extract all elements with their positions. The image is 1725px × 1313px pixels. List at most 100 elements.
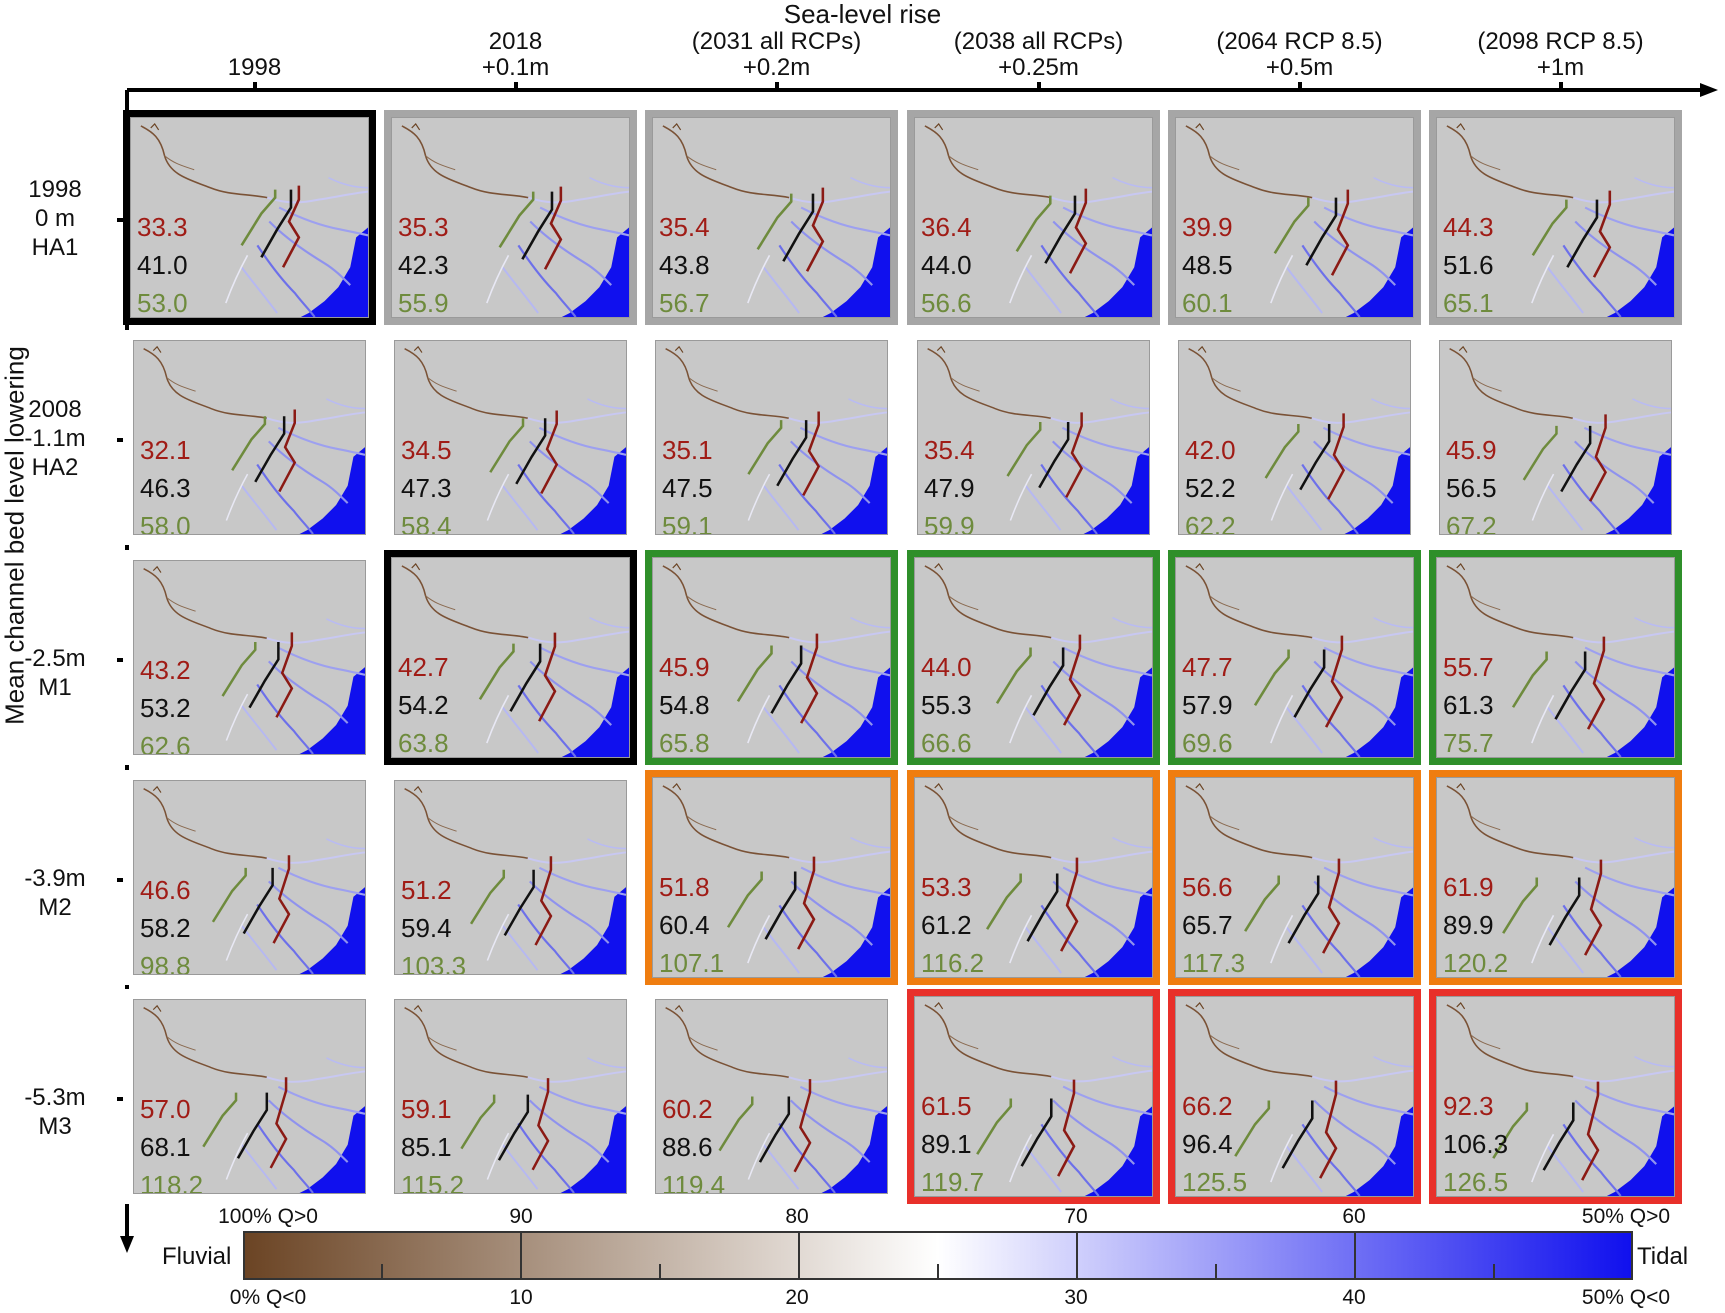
value-black: 44.0 xyxy=(921,250,972,280)
value-red: 53.3 xyxy=(921,872,972,902)
delta-map-panel: 51.2 59.4 103.3 xyxy=(394,780,627,975)
colorbar-top-label: 100% Q>0 xyxy=(218,1205,318,1228)
scenario-cell: 42.0 52.2 62.2 xyxy=(1168,330,1421,545)
delta-map-panel: 61.5 89.1 119.7 xyxy=(914,996,1153,1197)
value-green: 66.6 xyxy=(921,728,972,758)
value-red: 42.0 xyxy=(1185,435,1236,465)
scenario-cell: 35.4 47.9 59.9 xyxy=(907,330,1160,545)
row-header-line3: HA1 xyxy=(31,234,79,261)
value-green: 56.6 xyxy=(921,288,972,318)
scenario-cell-framed: 44.0 55.3 66.6 xyxy=(907,550,1160,765)
colorbar-bottom-label: 10 xyxy=(509,1286,533,1309)
row-header-line2: -1.1m xyxy=(24,425,86,452)
value-green: 126.5 xyxy=(1443,1167,1509,1197)
colorbar-bottom-label: 50% Q<0 xyxy=(1581,1286,1671,1309)
colorbar-bottom-label: 20 xyxy=(785,1286,809,1309)
x-axis-tick xyxy=(774,82,779,91)
delta-map xyxy=(915,997,1152,1196)
value-red: 43.2 xyxy=(140,655,191,685)
delta-map-panel: 36.4 44.0 56.6 xyxy=(914,117,1153,318)
value-green: 65.1 xyxy=(1443,288,1494,318)
value-green: 115.2 xyxy=(401,1170,465,1194)
scenario-cell-framed: 66.2 96.4 125.5 xyxy=(1168,989,1421,1204)
delta-map xyxy=(134,1000,365,1193)
scenario-cell-framed: 47.7 57.9 69.6 xyxy=(1168,550,1421,765)
value-green: 117.3 xyxy=(1182,948,1246,978)
value-red: 35.4 xyxy=(924,435,975,465)
value-black: 59.4 xyxy=(401,913,452,943)
delta-map-panel: 44.3 51.6 65.1 xyxy=(1436,117,1675,318)
delta-map-panel: 60.2 88.6 119.4 xyxy=(655,999,888,1194)
value-green: 107.1 xyxy=(659,948,725,978)
value-red: 32.1 xyxy=(140,435,191,465)
value-black: 53.2 xyxy=(140,693,191,723)
delta-map-panel: 32.1 46.3 58.0 xyxy=(133,340,366,535)
delta-map xyxy=(915,778,1152,977)
column-header-line1: (2031 all RCPs) xyxy=(691,28,862,55)
value-red: 51.8 xyxy=(659,872,710,902)
delta-map-panel: 56.6 65.7 117.3 xyxy=(1175,777,1414,978)
delta-map-panel: 43.2 53.2 62.6 xyxy=(133,560,366,755)
delta-map-panel: 47.7 57.9 69.6 xyxy=(1175,557,1414,758)
colorbar-bottom-label: 30 xyxy=(1064,1286,1088,1309)
value-black: 54.2 xyxy=(398,690,449,720)
x-axis-tick xyxy=(1297,82,1302,91)
column-header-line2: +0.25m xyxy=(998,54,1079,81)
value-black: 88.6 xyxy=(662,1132,713,1162)
delta-map xyxy=(134,561,365,754)
value-black: 57.9 xyxy=(1182,690,1233,720)
delta-map xyxy=(1437,558,1674,757)
scenario-cell: 32.1 46.3 58.0 xyxy=(123,330,376,545)
value-black: 54.8 xyxy=(659,690,710,720)
value-red: 61.9 xyxy=(1443,872,1494,902)
value-green: 55.9 xyxy=(398,288,449,318)
value-black: 43.8 xyxy=(659,250,710,280)
value-green: 62.6 xyxy=(140,731,191,755)
value-black: 68.1 xyxy=(140,1132,191,1162)
value-green: 119.7 xyxy=(921,1167,985,1197)
delta-map-panel: 42.7 54.2 63.8 xyxy=(391,557,630,758)
value-green: 118.2 xyxy=(140,1170,204,1194)
value-red: 56.6 xyxy=(1182,872,1233,902)
value-black: 89.1 xyxy=(921,1129,972,1159)
scenario-cell: 57.0 68.1 118.2 xyxy=(123,989,376,1204)
x-axis-tick xyxy=(1558,82,1563,91)
scenario-cell-framed: 53.3 61.2 116.2 xyxy=(907,770,1160,985)
delta-map-panel: 44.0 55.3 66.6 xyxy=(914,557,1153,758)
delta-map-panel: 34.5 47.3 58.4 xyxy=(394,340,627,535)
value-red: 66.2 xyxy=(1182,1091,1233,1121)
delta-map-panel: 45.9 56.5 67.2 xyxy=(1439,340,1672,535)
scenario-cell-framed: 42.7 54.2 63.8 xyxy=(384,550,637,765)
delta-map-panel: 51.8 60.4 107.1 xyxy=(652,777,891,978)
value-black: 96.4 xyxy=(1182,1129,1233,1159)
row-header-line2: -3.9m xyxy=(24,865,86,892)
colorbar-top-label: 70 xyxy=(1064,1205,1088,1228)
scenario-cell-framed: 55.7 61.3 75.7 xyxy=(1429,550,1682,765)
delta-map-panel: 66.2 96.4 125.5 xyxy=(1175,996,1414,1197)
value-red: 45.9 xyxy=(659,652,710,682)
delta-map-panel: 35.4 43.8 56.7 xyxy=(652,117,891,318)
row-header-line1: 2008 xyxy=(28,396,82,423)
value-green: 62.2 xyxy=(1185,511,1236,535)
delta-map-panel: 45.9 54.8 65.8 xyxy=(652,557,891,758)
delta-map-panel: 55.7 61.3 75.7 xyxy=(1436,557,1675,758)
value-black: 41.0 xyxy=(137,250,188,280)
value-green: 67.2 xyxy=(1446,511,1497,535)
value-black: 47.5 xyxy=(662,473,713,503)
delta-map-panel: 92.3 106.3 126.5 xyxy=(1436,996,1675,1197)
colorbar-top-label: 50% Q>0 xyxy=(1581,1205,1671,1228)
scenario-cell-framed: 36.4 44.0 56.6 xyxy=(907,110,1160,325)
x-axis-tick xyxy=(252,82,257,91)
colorbar-top-label: 60 xyxy=(1342,1205,1366,1228)
scenario-cell: 60.2 88.6 119.4 xyxy=(645,989,898,1204)
scenario-cell: 46.6 58.2 98.8 xyxy=(123,770,376,985)
delta-map xyxy=(395,781,626,974)
value-red: 46.6 xyxy=(140,875,191,905)
row-header-line1: 1998 xyxy=(28,176,82,203)
scenario-cell-framed: 61.9 89.9 120.2 xyxy=(1429,770,1682,985)
scenario-cell: 59.1 85.1 115.2 xyxy=(384,989,637,1204)
column-header-line1: (2038 all RCPs) xyxy=(953,28,1124,55)
value-red: 61.5 xyxy=(921,1091,972,1121)
value-red: 36.4 xyxy=(921,212,972,242)
value-black: 51.6 xyxy=(1443,250,1494,280)
